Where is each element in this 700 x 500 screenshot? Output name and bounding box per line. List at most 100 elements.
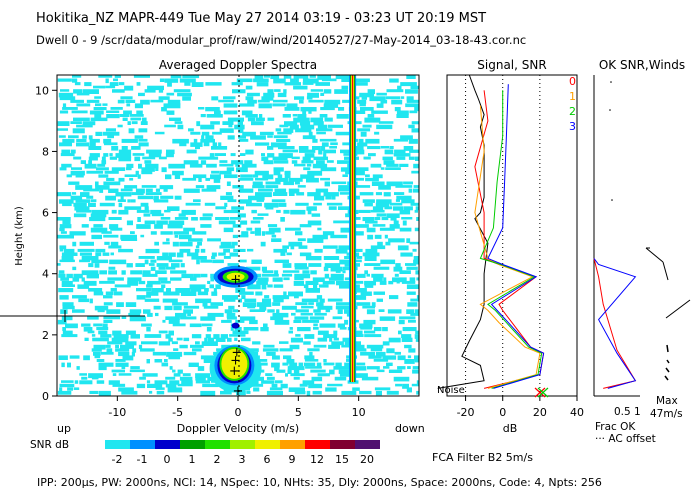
signal-x-tick-label: 20 [533,406,547,419]
noise-speckle [246,92,260,97]
noise-speckle [342,142,355,146]
noise-speckle [252,174,259,178]
noise-speckle [416,295,419,300]
noise-speckle [151,213,164,217]
noise-speckle [150,259,157,263]
noise-speckle [297,238,306,242]
noise-speckle [300,107,317,112]
noise-speckle [74,380,79,384]
noise-speckle [378,309,385,312]
noise-speckle [90,199,97,203]
noise-speckle [247,305,256,309]
noise-speckle [174,195,182,200]
noise-speckle [111,146,119,151]
legend-entry-3: 3 [569,120,576,133]
noise-speckle [306,96,313,100]
noise-speckle [220,390,232,395]
noise-speckle [278,153,293,159]
noise-speckle [75,174,84,178]
noise-speckle [81,224,89,228]
noise-speckle [72,277,80,282]
noise-speckle [257,277,269,282]
noise-speckle [189,323,202,328]
noise-speckle [223,96,236,100]
noise-speckle [213,288,217,293]
noise-speckle [273,160,289,164]
spectra-x-tick-label: 0 [235,406,242,419]
noise-speckle [78,298,90,303]
noise-speckle [414,227,419,232]
noise-speckle [377,241,383,247]
noise-speckle [252,181,263,187]
noise-speckle [211,291,218,296]
noise-speckle [114,284,131,288]
noise-speckle [238,177,254,181]
noise-speckle [82,89,99,94]
noise-speckle [315,188,329,193]
noise-speckle [211,96,219,101]
noise-speckle [411,128,419,133]
noise-speckle [375,390,382,396]
noise-speckle [173,305,182,311]
noise-speckle [386,213,400,218]
noise-speckle [339,327,347,330]
noise-speckle [57,78,72,82]
noise-speckle [265,373,273,376]
noise-speckle [61,256,74,261]
noise-speckle [145,188,153,193]
noise-speckle [393,376,410,382]
noise-speckle [300,124,315,130]
noise-speckle [251,259,262,264]
noise-speckle [141,185,157,188]
noise-speckle [162,319,166,323]
noise-speckle [237,213,246,218]
low-echo-core [221,348,248,379]
noise-speckle [290,373,305,377]
noise-speckle [61,163,72,168]
noise-speckle [165,153,174,158]
noise-speckle [323,89,332,94]
noise-speckle [204,288,209,292]
noise-speckle [129,316,146,322]
noise-speckle [248,195,265,201]
noise-speckle [129,114,144,117]
noise-speckle [367,146,381,150]
colorbar-level-label: 2 [214,453,221,466]
noise-speckle [398,330,402,335]
noise-speckle [246,202,262,207]
noise-speckle [302,135,316,140]
spectra-x-label: Doppler Velocity (m/s) [177,422,299,435]
noise-speckle [293,280,304,286]
noise-speckle [156,390,165,395]
noise-speckle [414,355,419,361]
noise-speckle [307,92,319,98]
noise-speckle [338,206,354,210]
noise-speckle [279,124,289,128]
noise-speckle [271,362,280,368]
noise-speckle [303,341,311,345]
noise-speckle [231,206,245,210]
noise-speckle [120,188,133,192]
noise-speckle [355,373,368,378]
noise-speckle [60,277,69,281]
noise-speckle [266,390,283,396]
noise-speckle [308,99,324,103]
noise-speckle [108,380,120,385]
noise-speckle [363,156,371,160]
noise-speckle [312,146,321,151]
noise-speckle [165,174,172,180]
noise-speckle [322,280,335,285]
noise-speckle [130,366,140,370]
noise-speckle [282,149,299,153]
noise-speckle [144,160,152,164]
noise-speckle [236,390,246,396]
noise-speckle [80,192,90,197]
noise-speckle [275,128,282,132]
colorbar-swatch [255,440,280,449]
noise-speckle [415,156,419,161]
noise-speckle [239,291,254,295]
noise-speckle [342,270,346,274]
noise-speckle [134,156,141,162]
noise-speckle [261,96,274,101]
